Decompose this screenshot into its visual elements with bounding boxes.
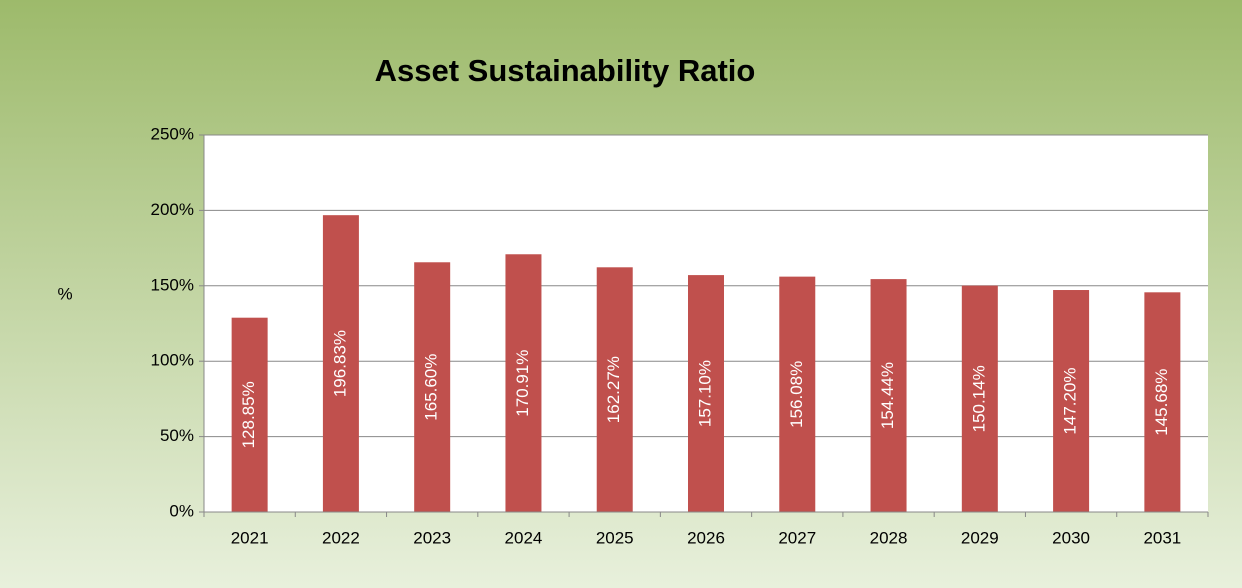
data-label: 128.85% <box>239 381 258 448</box>
y-tick-label: 200% <box>151 200 194 219</box>
x-tick-label: 2030 <box>1052 528 1090 547</box>
bar <box>322 215 359 512</box>
x-tick-label: 2027 <box>778 528 816 547</box>
bar <box>688 275 724 512</box>
bar <box>231 317 268 512</box>
data-label: 170.91% <box>513 350 532 417</box>
bar <box>1053 290 1090 512</box>
data-label: 145.68% <box>1152 369 1171 436</box>
bar <box>596 267 633 512</box>
x-tick-label: 2029 <box>961 528 999 547</box>
y-tick-label: 50% <box>160 426 194 445</box>
x-tick-label: 2026 <box>687 528 725 547</box>
data-label: 196.83% <box>330 330 349 397</box>
x-tick-label: 2025 <box>596 528 634 547</box>
bar <box>779 276 816 512</box>
bar <box>961 285 998 512</box>
data-label: 150.14% <box>969 365 988 432</box>
y-tick-label: 150% <box>151 275 194 294</box>
bar <box>870 279 907 512</box>
data-label: 165.60% <box>422 354 441 421</box>
x-tick-label: 2021 <box>231 528 269 547</box>
bar <box>414 262 451 512</box>
data-label: 156.08% <box>787 361 806 428</box>
y-tick-label: 250% <box>151 124 194 143</box>
chart-title: Asset Sustainability Ratio <box>375 53 756 88</box>
bar <box>505 254 542 513</box>
x-tick-label: 2024 <box>505 528 543 547</box>
data-label: 154.44% <box>878 362 897 429</box>
y-tick-label: 100% <box>151 351 194 370</box>
data-label: 162.27% <box>604 356 623 423</box>
x-tick-label: 2031 <box>1143 528 1181 547</box>
x-tick-label: 2023 <box>413 528 451 547</box>
data-label: 147.20% <box>1061 367 1080 434</box>
y-axis-label: % <box>57 284 72 303</box>
bar <box>1144 292 1181 512</box>
y-tick-label: 0% <box>169 501 194 520</box>
data-label: 157.10% <box>695 360 714 427</box>
x-tick-label: 2028 <box>870 528 908 547</box>
x-tick-label: 2022 <box>322 528 360 547</box>
